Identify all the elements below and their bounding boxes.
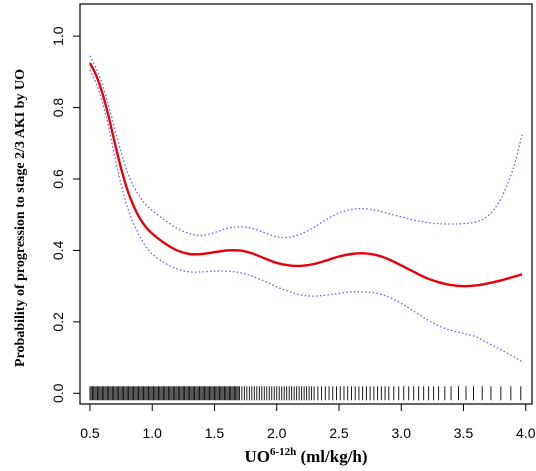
x-tick-label: 4.0 — [516, 425, 536, 441]
y-tick-label: 1.0 — [50, 26, 66, 46]
x-axis-title-superscript: 6-12h — [270, 446, 296, 458]
y-tick-label: 0.2 — [50, 312, 66, 332]
ci-lower-line — [89, 69, 523, 363]
confidence-band — [89, 55, 523, 363]
x-axis-title-unit: (ml/kg/h) — [296, 447, 367, 466]
x-tick-label: 1.5 — [205, 425, 225, 441]
x-tick-label: 0.5 — [80, 425, 100, 441]
x-tick-label: 2.5 — [329, 425, 349, 441]
y-tick-label: 0.4 — [50, 240, 66, 260]
x-tick-label: 2.0 — [267, 425, 287, 441]
estimate-layer — [88, 62, 523, 288]
x-tick-label: 3.0 — [392, 425, 412, 441]
y-axis: 0.0 0.2 0.4 0.6 0.8 1.0 — [50, 26, 80, 403]
x-tick-label: 3.5 — [454, 425, 474, 441]
y-tick-label: 0.6 — [50, 169, 66, 189]
x-axis-title-main: UO — [244, 447, 270, 466]
rug-marks — [89, 386, 522, 401]
x-axis-title: UO6-12h (ml/kg/h) — [244, 446, 367, 466]
y-tick-label: 0.8 — [50, 98, 66, 118]
y-tick-label: 0.0 — [50, 383, 66, 403]
estimate-line — [88, 62, 523, 288]
ci-upper-line — [89, 55, 523, 239]
x-tick-label: 1.0 — [142, 425, 162, 441]
plot-frame — [79, 3, 533, 405]
x-axis: 0.5 1.0 1.5 2.0 2.5 3.0 3.5 4.0 — [80, 404, 536, 441]
y-axis-title: Probability of progression to stage 2/3 … — [13, 69, 28, 367]
